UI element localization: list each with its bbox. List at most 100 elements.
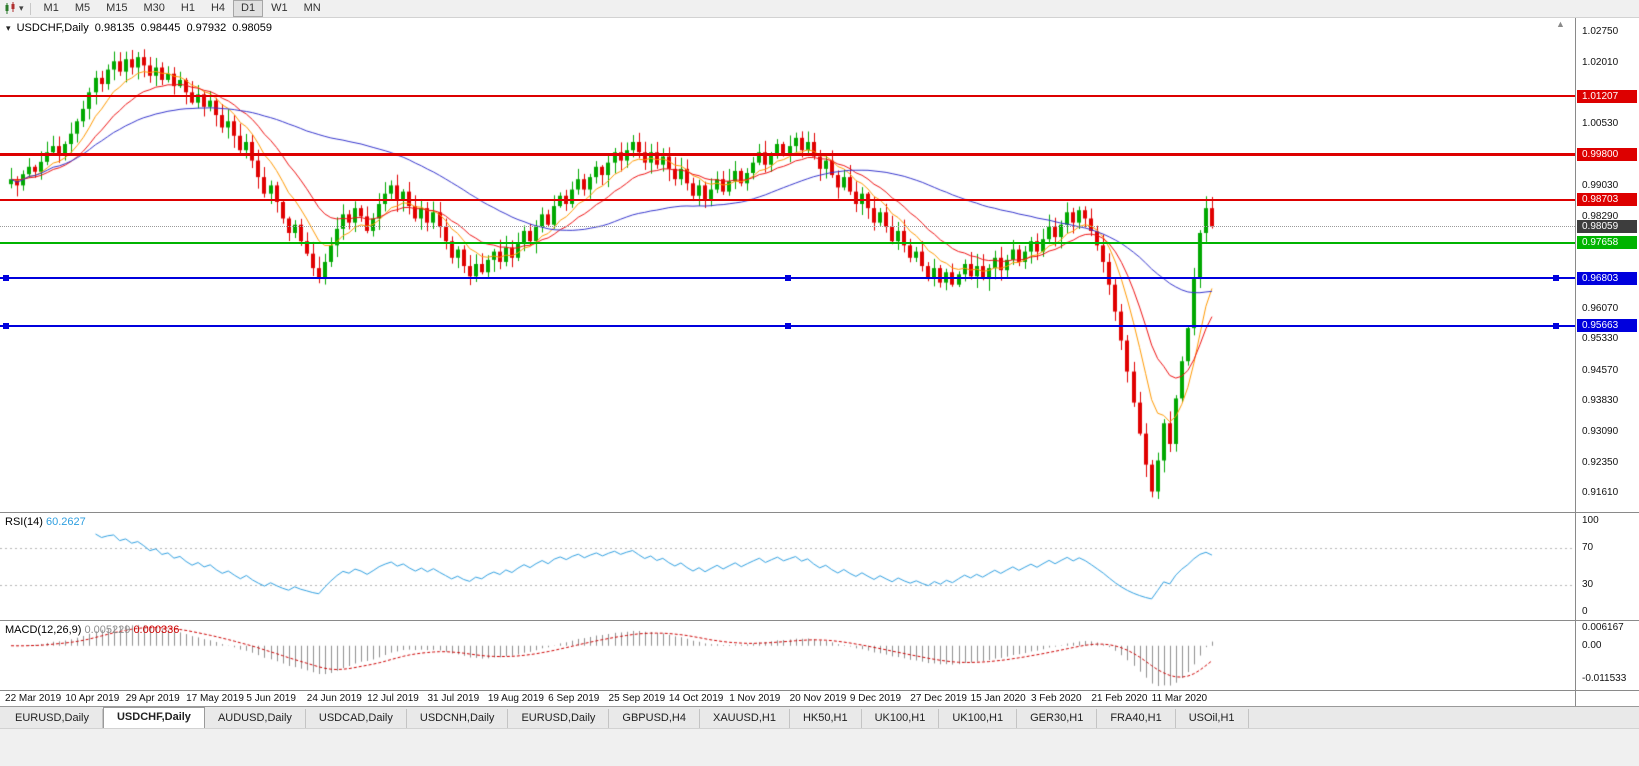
macd-tick: 0.00	[1582, 639, 1602, 651]
timeframe-m15[interactable]: M15	[106, 2, 128, 14]
macd-indicator-pane: MACD(12,26,9) 0.005229 0.000336 0.006167…	[0, 620, 1639, 690]
current-price-line	[0, 226, 1575, 228]
rsi-canvas[interactable]	[0, 513, 1575, 620]
chart-shift-marker[interactable]: ▲	[1556, 19, 1565, 29]
tab-usdcad-daily[interactable]: USDCAD,Daily	[305, 709, 407, 728]
tab-fra40-h1[interactable]: FRA40,H1	[1097, 709, 1176, 728]
time-label: 19 Aug 2019	[487, 693, 544, 704]
rsi-tick: 70	[1582, 542, 1594, 554]
tab-uk100-h1[interactable]: UK100,H1	[861, 709, 940, 728]
price-line-badge: 1.01207	[1577, 89, 1637, 103]
tab-gbpusd-h4[interactable]: GBPUSD,H4	[609, 709, 700, 728]
price-tick: 0.94570	[1582, 364, 1619, 376]
line-drag-handle[interactable]	[1553, 322, 1559, 329]
time-label: 22 Mar 2019	[5, 693, 62, 704]
horizontal-line-0.98703[interactable]	[0, 198, 1575, 201]
macd-canvas[interactable]	[0, 621, 1575, 690]
tab-usoil-h1[interactable]: USOil,H1	[1175, 709, 1249, 728]
timeframe-m1[interactable]: M1	[43, 2, 59, 14]
rsi-label: RSI(14) 60.2627	[5, 516, 86, 528]
rsi-tick: 30	[1582, 578, 1594, 590]
ohlc-close: 0.98059	[232, 22, 273, 34]
time-label: 10 Apr 2019	[65, 693, 120, 704]
chart-overlays	[0, 18, 1575, 512]
line-drag-handle[interactable]	[3, 275, 9, 282]
dropdown-caret-icon[interactable]: ▾	[19, 3, 24, 13]
price-axis[interactable]: 1.02750 1.02010 1.00530 0.99030 0.98290 0.960…	[1576, 18, 1639, 512]
timeframe-mn[interactable]: MN	[303, 2, 321, 14]
time-label: 20 Nov 2019	[789, 693, 847, 704]
rsi-tick: 0	[1582, 606, 1588, 617]
ohlc-open: 0.98135	[94, 22, 135, 34]
rsi-axis: 100 70 30 0	[1576, 513, 1639, 620]
timeframe-d1[interactable]: D1	[233, 0, 264, 17]
time-label: 17 May 2019	[186, 693, 244, 704]
price-tick: 0.93830	[1582, 395, 1619, 407]
price-tick: 0.93090	[1582, 425, 1619, 437]
ohlc-high: 0.98445	[140, 22, 181, 34]
timeframe-m30[interactable]: M30	[143, 2, 165, 14]
price-tick: 1.00530	[1582, 118, 1619, 130]
tab-audusd-daily[interactable]: AUDUSD,Daily	[204, 709, 306, 728]
tab-uk100-h1[interactable]: UK100,H1	[939, 709, 1018, 728]
ohlc-low: 0.97932	[186, 22, 227, 34]
toolbar-separator	[29, 2, 31, 15]
timeframe-toolbar: ▾ M1 M5 M15 M30 H1 H4 D1 W1 MN	[0, 0, 1639, 18]
horizontal-line-0.99800[interactable]	[0, 152, 1575, 156]
timeframe-h4[interactable]: H4	[210, 2, 226, 14]
tab-eurusd-daily[interactable]: EURUSD,Daily	[508, 709, 610, 728]
time-label: 3 Feb 2020	[1030, 693, 1082, 704]
time-axis[interactable]: 22 Mar 2019 10 Apr 2019 29 Apr 2019 17 May …	[0, 690, 1639, 706]
price-tick: 0.99030	[1582, 180, 1619, 192]
tab-usdchf-daily[interactable]: USDCHF,Daily	[102, 707, 205, 728]
macd-main-value: 0.005229	[84, 624, 131, 636]
timeframe-m5[interactable]: M5	[74, 2, 91, 14]
horizontal-line-1.01207[interactable]	[0, 95, 1575, 98]
tab-usdcnh-daily[interactable]: USDCNH,Daily	[406, 709, 509, 728]
macd-tick: -0.011533	[1582, 673, 1627, 685]
time-label: 14 Oct 2019	[668, 693, 724, 704]
tab-ger30-h1[interactable]: GER30,H1	[1017, 709, 1098, 728]
timeframe-h1[interactable]: H1	[180, 2, 195, 14]
rsi-indicator-pane: RSI(14) 60.2627 100 70 30 0	[0, 512, 1639, 620]
price-line-badge: 0.98703	[1577, 193, 1637, 207]
macd-signal-value: 0.000336	[133, 624, 180, 636]
time-label: 21 Feb 2020	[1091, 693, 1148, 704]
price-line-badge: 0.96803	[1577, 271, 1637, 285]
timeframe-buttons: M1 M5 M15 M30 H1 H4 D1 W1 MN	[36, 0, 329, 17]
time-label: 24 Jun 2019	[306, 693, 362, 704]
chart-menu-icon[interactable]: ▾	[6, 23, 11, 33]
rsi-tick: 100	[1582, 515, 1599, 526]
time-label: 27 Dec 2019	[910, 693, 967, 704]
candlestick-canvas[interactable]	[0, 18, 1575, 512]
timeframe-w1[interactable]: W1	[271, 2, 288, 14]
line-drag-handle[interactable]	[1553, 275, 1559, 282]
price-tick: 0.95330	[1582, 333, 1619, 345]
time-label: 25 Sep 2019	[608, 693, 666, 704]
chart-area: ▾ USDCHF,Daily 0.98135 0.98445 0.97932 0…	[0, 18, 1639, 706]
time-label: 9 Dec 2019	[849, 693, 902, 704]
macd-axis: 0.006167 0.00 -0.011533	[1576, 621, 1639, 690]
line-drag-handle[interactable]	[3, 322, 9, 329]
line-drag-handle[interactable]	[784, 275, 791, 282]
tab-xauusd-h1[interactable]: XAUUSD,H1	[699, 709, 790, 728]
price-tick: 0.98290	[1582, 210, 1619, 222]
price-tick: 1.02010	[1582, 56, 1619, 68]
rsi-current-value: 60.2627	[45, 516, 86, 528]
time-label: 29 Apr 2019	[125, 693, 180, 704]
macd-tick: 0.006167	[1582, 621, 1624, 633]
main-chart-pane: ▾ USDCHF,Daily 0.98135 0.98445 0.97932 0…	[0, 18, 1639, 512]
tab-hk50-h1[interactable]: HK50,H1	[789, 709, 862, 728]
price-tick: 0.91610	[1582, 487, 1619, 499]
price-line-badge: 0.97658	[1577, 236, 1637, 250]
tab-eurusd-daily[interactable]: EURUSD,Daily	[2, 709, 103, 728]
macd-label: MACD(12,26,9) 0.005229 0.000336	[5, 624, 180, 636]
horizontal-line-0.97658[interactable]	[0, 241, 1575, 244]
chart-type-icon[interactable]	[4, 2, 18, 15]
price-tick: 1.02750	[1582, 26, 1619, 38]
time-label: 1 Nov 2019	[729, 693, 781, 704]
time-label: 31 Jul 2019	[427, 693, 480, 704]
line-drag-handle[interactable]	[784, 322, 791, 329]
price-line-badge: 0.99800	[1577, 147, 1637, 161]
